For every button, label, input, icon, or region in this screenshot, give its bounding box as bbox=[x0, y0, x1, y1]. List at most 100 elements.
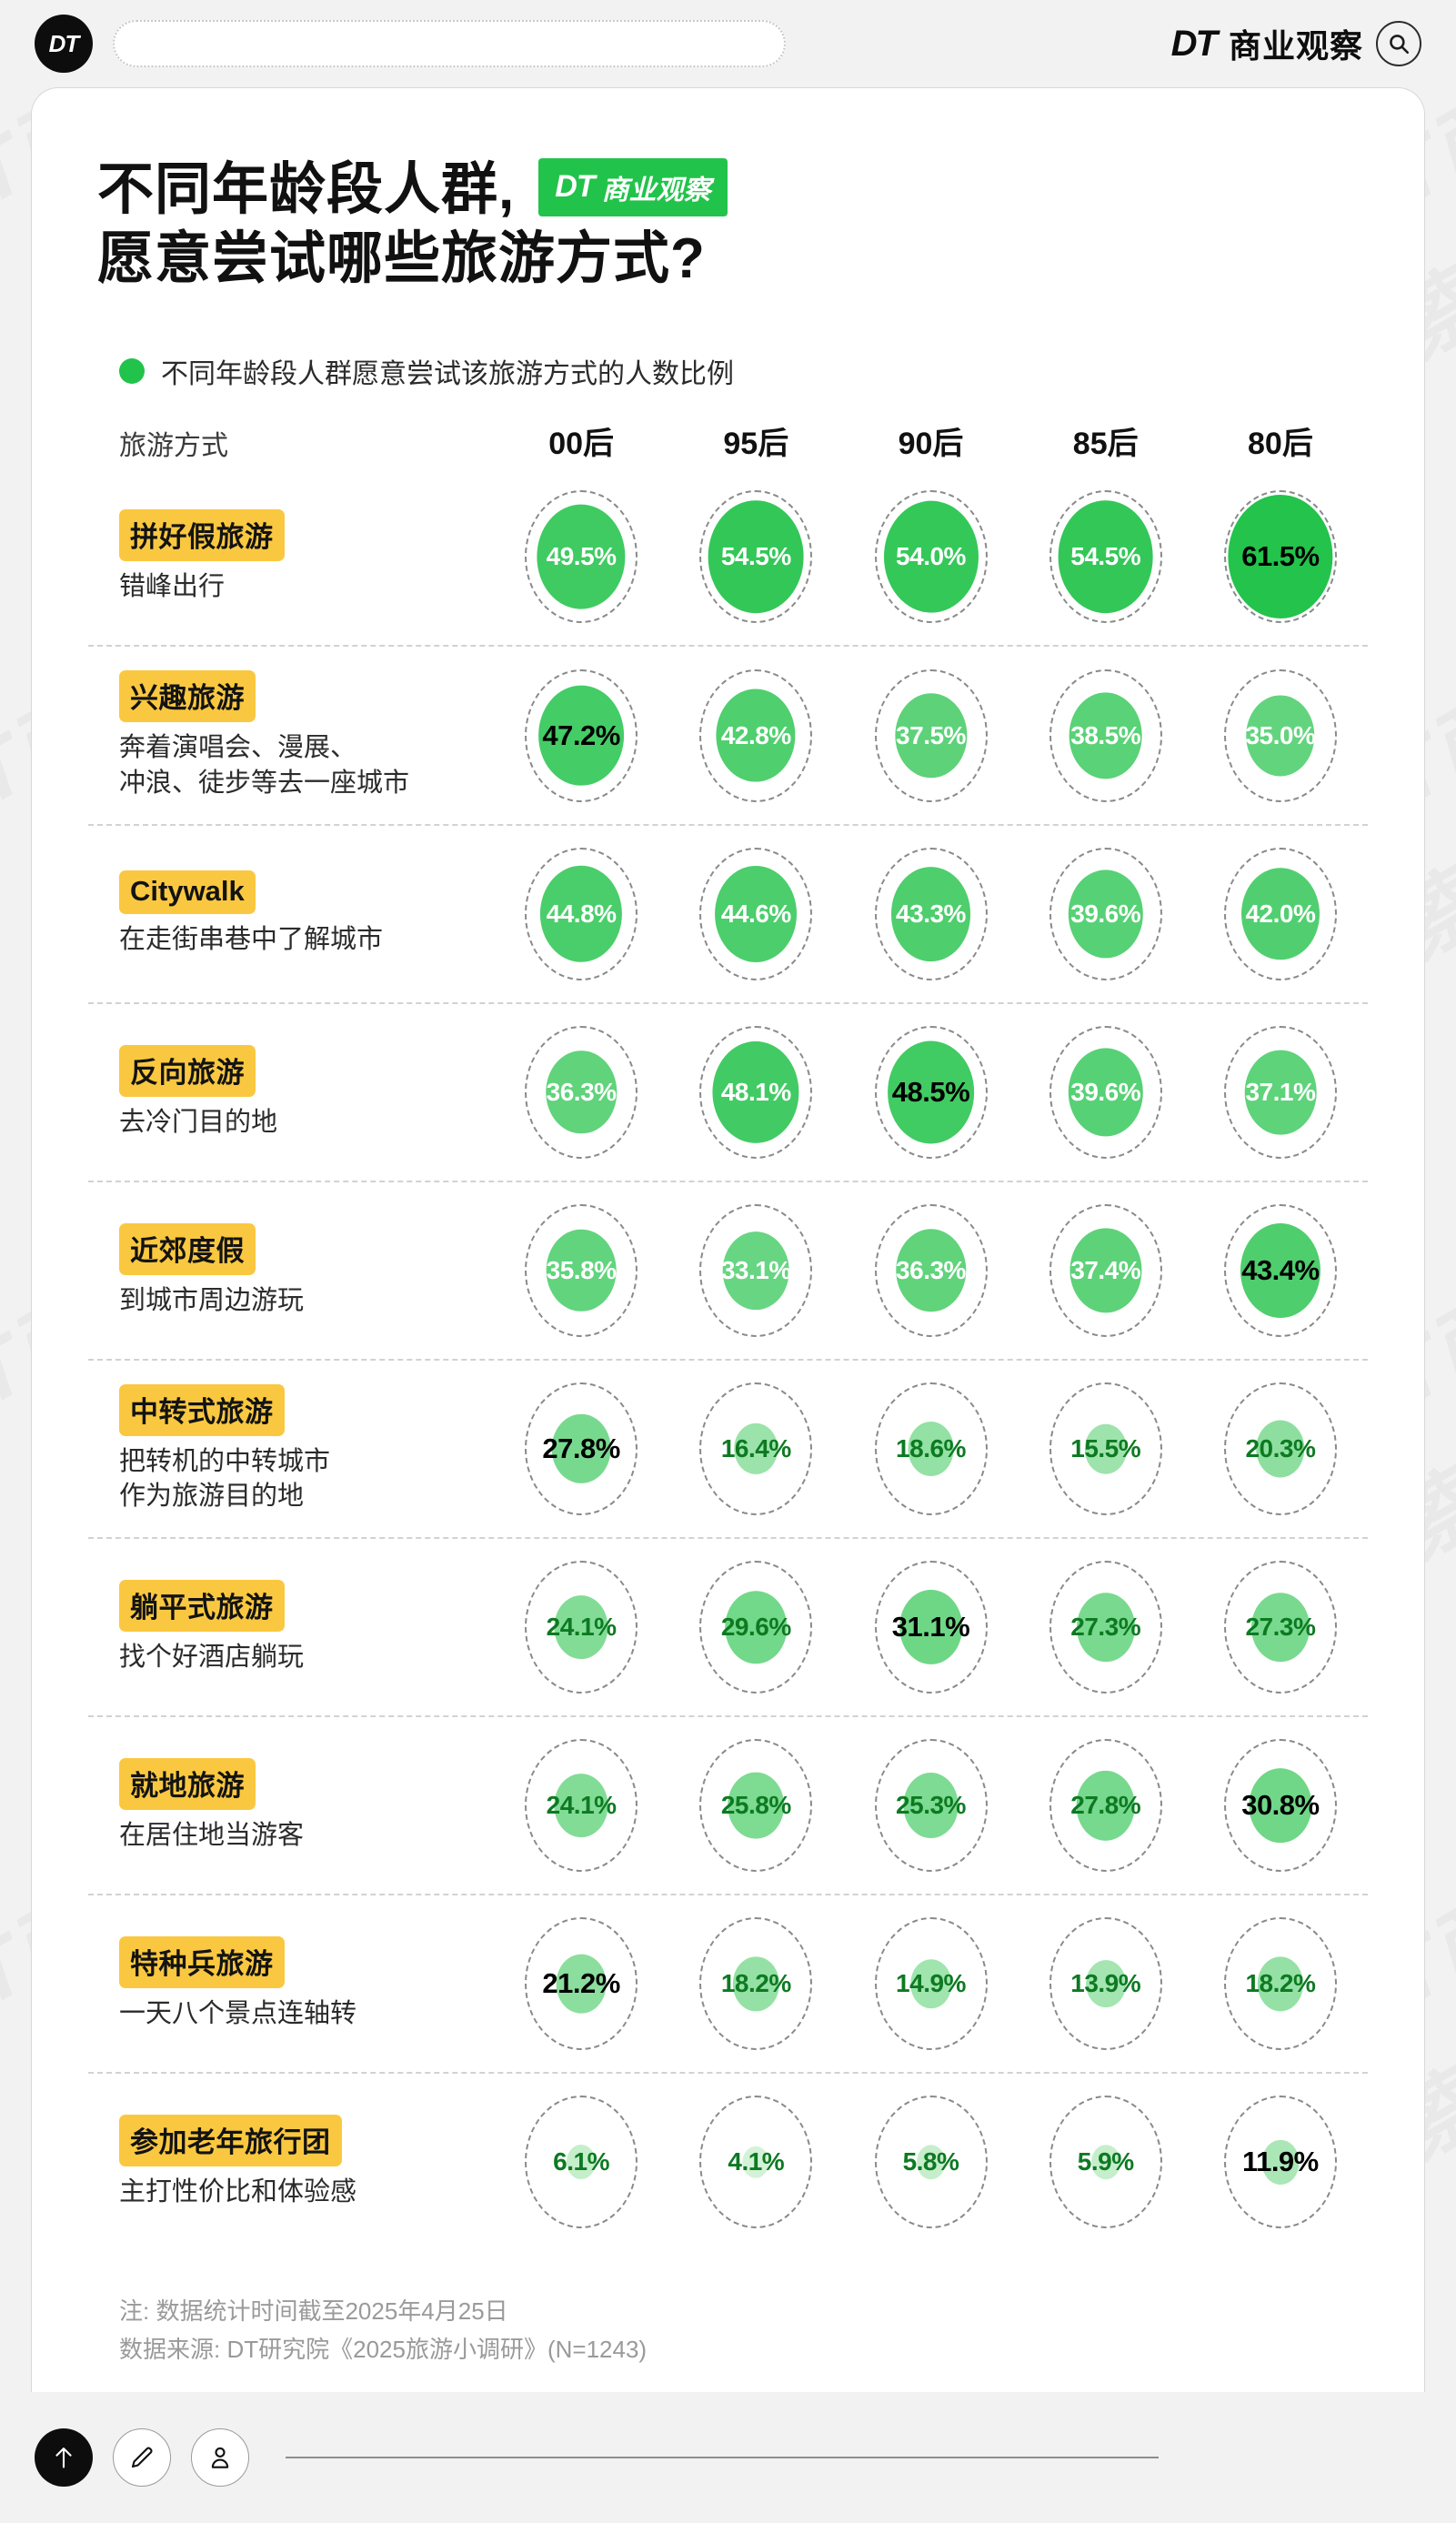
bubble-max-ring bbox=[1223, 1025, 1337, 1159]
bubble-value-label: 5.8% bbox=[902, 2147, 959, 2176]
table-row: 特种兵旅游 一天八个景点连轴转 21.2% 18.2% 14.9% 13.9% 18.2% bbox=[88, 1895, 1368, 2075]
bubble-value-label: 43.4% bbox=[1241, 1253, 1320, 1286]
arrow-up-icon[interactable] bbox=[35, 2428, 93, 2487]
title-line-1: 不同年龄段人群, DT 商业观察 bbox=[97, 156, 1424, 225]
bubble: 44.6% bbox=[698, 846, 814, 982]
bubble-value-label: 5.9% bbox=[1077, 2147, 1134, 2176]
bubble-max-ring bbox=[699, 490, 813, 624]
bubble-max-ring bbox=[874, 1025, 988, 1159]
table-row: 中转式旅游 把转机的中转城市 作为旅游目的地 27.8% 16.4% 18.6% 15.5%… bbox=[88, 1361, 1368, 1540]
bubble: 18.6% bbox=[873, 1381, 989, 1517]
bubble-value-label: 36.3% bbox=[546, 1077, 617, 1106]
data-cell: 48.1% bbox=[668, 1004, 843, 1181]
data-cell: 36.3% bbox=[843, 1182, 1018, 1359]
data-cell: 15.5% bbox=[1019, 1361, 1193, 1537]
bubble-value-label: 4.1% bbox=[728, 2147, 785, 2176]
bubble: 44.8% bbox=[523, 846, 639, 982]
bubble-max-ring bbox=[874, 1561, 988, 1694]
bubble: 42.8% bbox=[698, 668, 814, 804]
bubble: 43.4% bbox=[1222, 1202, 1339, 1339]
data-cell: 27.3% bbox=[1019, 1539, 1193, 1715]
bubble-value-label: 27.3% bbox=[1245, 1613, 1316, 1642]
bubble-max-ring bbox=[525, 2096, 638, 2229]
bubble: 37.4% bbox=[1048, 1202, 1164, 1339]
brand-group: DT 商业观察 bbox=[1171, 20, 1421, 67]
bubble-max-ring bbox=[525, 1917, 638, 2051]
bubble-max-ring bbox=[874, 847, 988, 980]
bubble-disc bbox=[712, 1040, 799, 1143]
row-tag-badge: 参加老年旅行团 bbox=[119, 2115, 342, 2167]
row-description: 奔着演唱会、漫展、 冲浪、徒步等去一座城市 bbox=[119, 733, 410, 798]
app-header: DT DT 商业观察 bbox=[0, 0, 1456, 87]
data-cell: 54.5% bbox=[668, 468, 843, 645]
data-cell: 35.0% bbox=[1193, 648, 1368, 824]
person-icon[interactable] bbox=[191, 2428, 249, 2487]
bubble-max-ring bbox=[699, 1203, 813, 1337]
bubble: 25.8% bbox=[698, 1737, 814, 1874]
bubble: 48.1% bbox=[698, 1024, 814, 1161]
bubble-disc bbox=[1058, 500, 1154, 614]
bubble-disc bbox=[908, 1422, 954, 1477]
bubble-max-ring bbox=[1049, 1203, 1162, 1337]
bubble-max-ring bbox=[1049, 1382, 1162, 1516]
bubble-value-label: 25.3% bbox=[896, 1791, 966, 1820]
bubble-value-label: 13.9% bbox=[1070, 1969, 1141, 1998]
bubble-value-label: 25.8% bbox=[720, 1791, 791, 1820]
bubble-disc bbox=[554, 1595, 608, 1660]
bubble-value-label: 44.8% bbox=[546, 899, 617, 928]
row-label: 兴趣旅游 奔着演唱会、漫展、 冲浪、徒步等去一座城市 bbox=[88, 647, 494, 824]
bubble-max-ring bbox=[525, 1203, 638, 1337]
brand-cn-label: 商业观察 bbox=[1228, 27, 1363, 65]
bubble-max-ring bbox=[1049, 1917, 1162, 2051]
bubble-disc bbox=[916, 2145, 946, 2180]
bubble: 27.8% bbox=[1048, 1737, 1164, 1874]
bubble-value-label: 39.6% bbox=[1070, 899, 1141, 928]
legend: 不同年龄段人群愿意尝试该旅游方式的人数比例 bbox=[119, 351, 1424, 391]
search-icon[interactable] bbox=[1376, 21, 1421, 66]
data-table: 旅游方式 00后 95后 90后 85后 80后 拼好假旅游 错峰出行 49.5% 54.5%… bbox=[88, 418, 1368, 2250]
bubble: 16.4% bbox=[698, 1381, 814, 1517]
bubble-disc bbox=[1069, 1228, 1142, 1313]
bubble-value-label: 14.9% bbox=[896, 1969, 966, 1998]
data-cell: 11.9% bbox=[1193, 2074, 1368, 2250]
bubble-disc bbox=[540, 865, 623, 962]
data-cell: 4.1% bbox=[668, 2074, 843, 2250]
bubble: 27.3% bbox=[1222, 1559, 1339, 1695]
bubble-value-label: 54.5% bbox=[1070, 542, 1141, 571]
table-row: 反向旅游 去冷门目的地 36.3% 48.1% 48.5% 39.6% 37.1% bbox=[88, 1004, 1368, 1182]
data-cell: 27.8% bbox=[1019, 1717, 1193, 1894]
dt-logo-icon: DT bbox=[35, 15, 93, 73]
data-cell: 25.3% bbox=[843, 1717, 1018, 1894]
bubble-disc bbox=[894, 692, 968, 779]
pencil-icon[interactable] bbox=[113, 2428, 171, 2487]
table-row: 近郊度假 到城市周边游玩 35.8% 33.1% 36.3% 37.4% 43.4% bbox=[88, 1182, 1368, 1361]
bubble-disc bbox=[1069, 691, 1143, 779]
footnote-line-2: 数据来源: DT研究院《2025旅游小调研》(N=1243) bbox=[119, 2336, 648, 2364]
bubble: 61.5% bbox=[1222, 488, 1339, 625]
row-description: 在居住地当游客 bbox=[119, 1821, 305, 1851]
bubble-value-label: 37.1% bbox=[1245, 1077, 1316, 1106]
bubble-disc bbox=[742, 2146, 769, 2178]
bubble-max-ring bbox=[1049, 1561, 1162, 1694]
column-header-3: 85后 bbox=[1072, 427, 1139, 462]
row-tag-badge: 近郊度假 bbox=[119, 1222, 256, 1275]
bubble-disc bbox=[1244, 1050, 1317, 1135]
bubble-disc bbox=[903, 1773, 959, 1839]
bubble-max-ring bbox=[525, 847, 638, 980]
row-description: 一天八个景点连轴转 bbox=[119, 1999, 357, 2029]
bubble: 24.1% bbox=[523, 1559, 639, 1695]
bubble-value-label: 24.1% bbox=[546, 1613, 617, 1642]
bubble-max-ring bbox=[1223, 1561, 1337, 1694]
bubble: 39.6% bbox=[1048, 1024, 1164, 1161]
bubble-value-label: 11.9% bbox=[1242, 2146, 1319, 2178]
url-input[interactable] bbox=[113, 20, 786, 67]
data-cell: 24.1% bbox=[494, 1539, 668, 1715]
bubble-disc bbox=[1256, 1420, 1305, 1478]
bubble-disc bbox=[1246, 694, 1315, 777]
bubble-max-ring bbox=[1223, 2096, 1337, 2229]
bubble-value-label: 27.8% bbox=[542, 1432, 620, 1465]
bubble-disc bbox=[546, 1050, 617, 1134]
bubble-max-ring bbox=[874, 668, 988, 802]
bubble-max-ring bbox=[874, 2096, 988, 2229]
bubble: 35.0% bbox=[1222, 668, 1339, 804]
